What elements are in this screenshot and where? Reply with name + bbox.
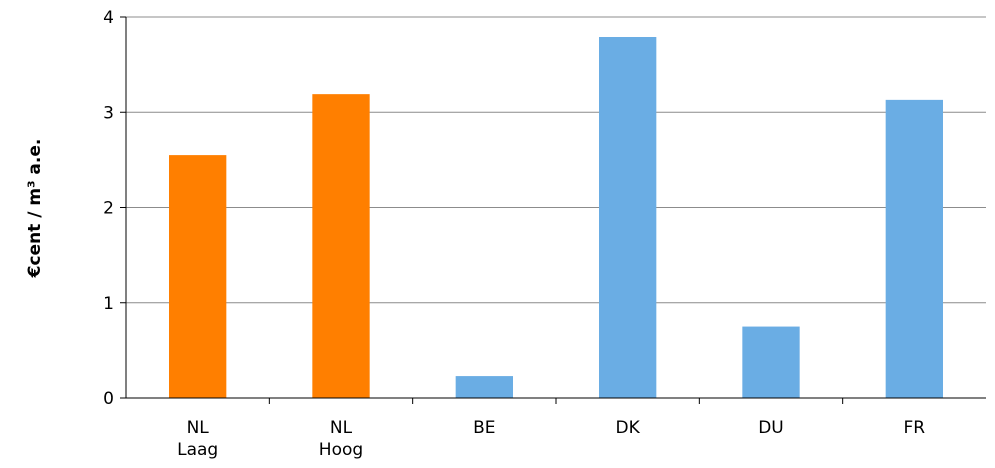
bar <box>885 99 943 399</box>
x-category-label: BE <box>473 418 495 438</box>
axes <box>120 16 986 404</box>
bar <box>312 94 370 398</box>
x-category-label: NL Hoog <box>319 418 363 460</box>
y-tick-labels: 0 1 2 3 4 <box>103 8 114 409</box>
bar <box>455 376 513 398</box>
x-category-label: NL Laag <box>177 418 218 460</box>
x-category-labels: NL Laag NL Hoog BE DK DU FR <box>177 418 925 460</box>
x-category-label: DU <box>758 418 784 438</box>
y-tick-label: 2 <box>103 199 114 219</box>
x-category-label: DK <box>616 418 641 438</box>
bar <box>742 326 800 398</box>
bars <box>169 37 943 399</box>
bar <box>599 37 657 398</box>
y-tick-label: 3 <box>103 103 114 123</box>
y-tick-label: 0 <box>103 389 114 409</box>
gridlines <box>126 16 986 304</box>
y-tick-label: 1 <box>103 294 114 314</box>
bar <box>169 155 227 398</box>
y-axis-title: €cent / m³ a.e. <box>25 139 45 279</box>
x-category-label: FR <box>904 418 926 438</box>
y-tick-label: 4 <box>103 8 114 28</box>
